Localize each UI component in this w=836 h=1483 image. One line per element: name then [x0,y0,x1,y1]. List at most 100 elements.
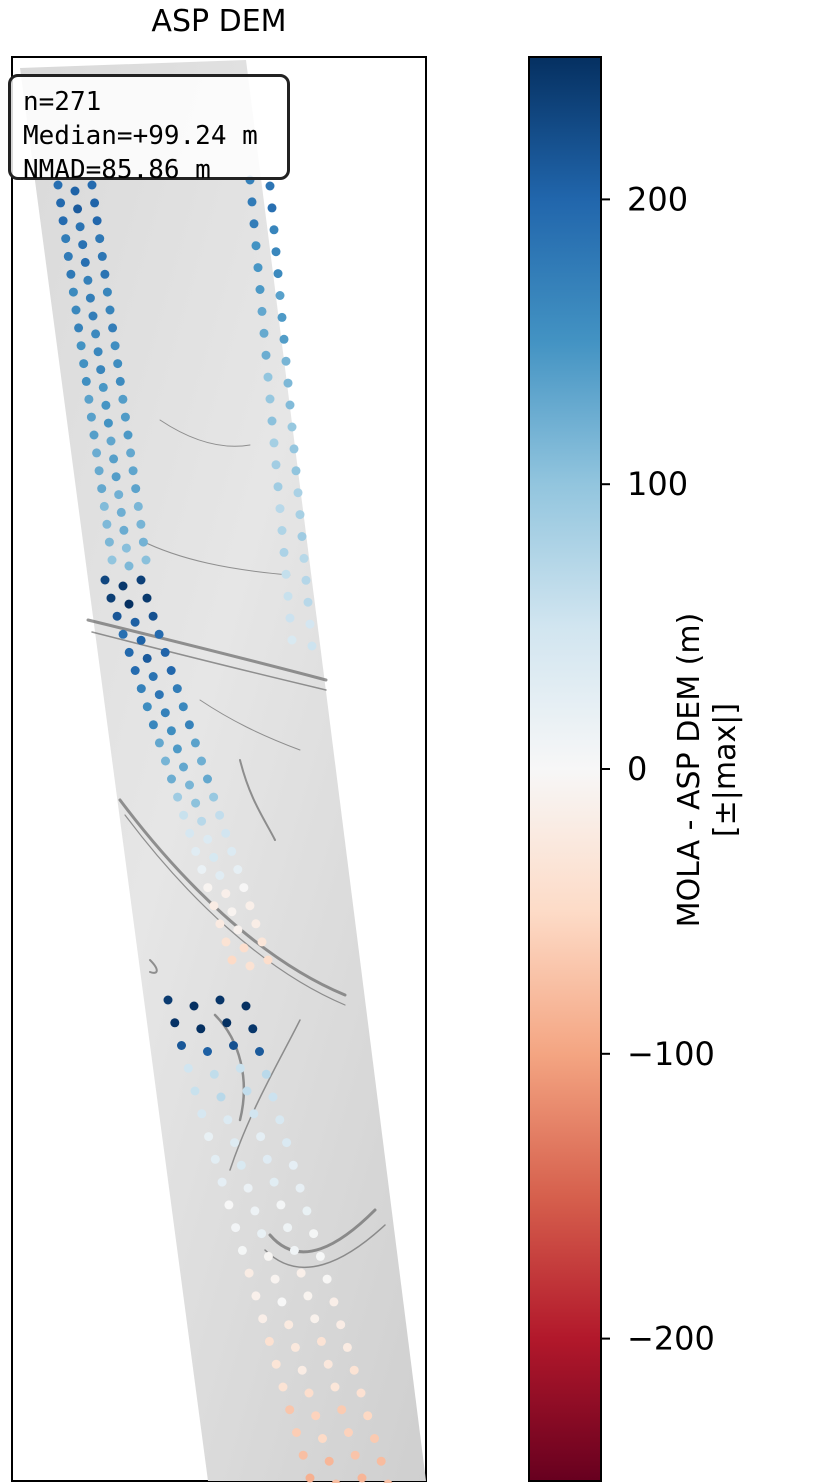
scatter-point [269,225,279,235]
stats-box: n=271 Median=+99.24 m NMAD=85.86 m [8,74,290,185]
scatter-point [261,350,271,360]
scatter-point [283,591,293,601]
scatter-point [87,180,97,190]
scatter-point [73,204,83,214]
scatter-point [276,1200,286,1210]
terrain-ridge [124,814,346,1006]
scatter-point [245,901,255,911]
stats-nmad: NMAD=85.86 m [23,155,211,185]
scatter-point [331,1479,341,1483]
scatter-point [179,762,188,772]
scatter-point [251,241,261,251]
scatter-point [163,995,173,1005]
scatter-point [291,466,301,476]
scatter-point [259,328,269,338]
scatter-point [342,1342,352,1352]
scatter-point [261,1069,271,1079]
scatter-point [86,412,96,422]
scatter-point [114,490,124,500]
scatter-point [56,198,66,208]
scatter-point [270,1274,280,1284]
scatter-point [287,422,297,432]
terrain-ridge [229,1019,301,1171]
scatter-point [330,1382,340,1392]
scatter-point [111,472,121,482]
scatter-point [97,251,107,261]
scatter-point [71,305,81,315]
scatter-point [241,1001,251,1011]
scatter-point [290,1342,300,1352]
scatter-point [119,525,129,535]
colorbar-label-line1: MOLA - ASP DEM (m) [672,612,707,928]
scatter-point [136,635,146,645]
scatter-point [324,1456,334,1466]
scatter-point [263,372,273,382]
scatter-point [203,834,213,844]
scatter-point [271,460,281,470]
scatter-point [281,356,291,366]
scatter-point [293,488,303,498]
scatter-point [297,532,307,541]
scatter-point [268,1092,278,1102]
scatter-point [271,1359,281,1369]
scatter-point [120,412,130,422]
scatter-point [257,306,267,316]
scatter-point [118,629,128,639]
scatter-point [126,448,136,458]
scatter-point [124,561,134,571]
scatter-point [124,599,134,609]
scatter-point [253,263,263,273]
scatter-point [250,1206,260,1216]
scatter-point [170,1018,180,1028]
scatter-point [100,269,110,279]
scatter-point [284,1320,294,1330]
scatter-point [299,553,309,563]
scatter-point [275,1115,285,1125]
scatter-point [95,234,105,244]
scatter-point [221,889,231,899]
colorbar-ticks: 200 100 0 −100 −200 [601,180,715,1358]
scatter-point [94,466,104,476]
scatter-point [257,937,267,947]
scatter-point [130,617,140,627]
scatter-point [277,1297,287,1307]
scatter-point [123,430,133,440]
scatter-point [350,1450,360,1460]
scatter-point [282,1138,292,1148]
scatter-point [244,1268,254,1278]
scatter-point [148,611,158,621]
scatter-point [383,1479,393,1483]
terrain-ridge [118,798,347,997]
scatter-point [265,181,275,191]
scatter-point [344,1428,353,1437]
scatter-point [248,1024,258,1034]
scatter-point [227,846,237,856]
scatter-point [301,575,311,585]
scatter-point [285,400,295,410]
scatter-point [311,1411,321,1421]
scatter-point [197,1109,207,1119]
scatter-point [230,1138,240,1148]
terrain-ridge [86,618,328,682]
scatter-point [216,1092,226,1102]
scatter-point [191,798,201,808]
scatter-point [217,1177,227,1187]
scatter-point [121,543,131,553]
scatter-point [166,666,176,675]
scatter-point [124,647,134,657]
scatter-point [302,1206,312,1216]
scatter-point [106,593,116,603]
terrain-ridge [264,1224,386,1268]
scatter-point [166,726,176,736]
scatter-point [92,216,102,226]
scatter-point [277,312,287,322]
scatter-point [102,287,112,297]
scatter-point [273,269,283,279]
scatter-point [221,828,231,838]
scatter-point [89,430,99,440]
scatter-point [76,341,86,351]
scatter-point [256,1132,266,1142]
scatter-point [185,780,194,790]
scatter-point [66,269,76,279]
scatter-point [271,247,281,257]
